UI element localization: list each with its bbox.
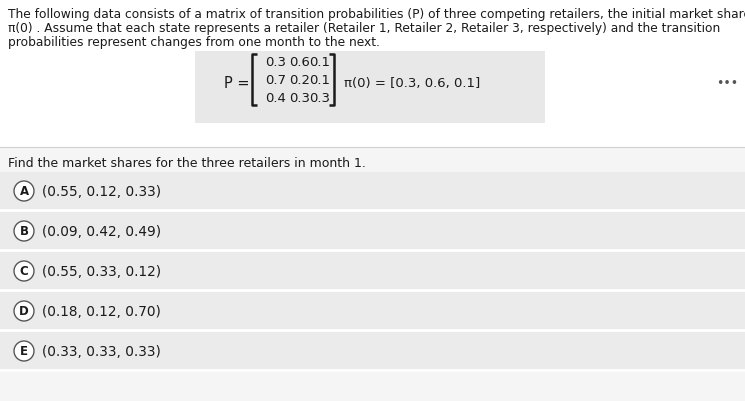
Text: π(0) . Assume that each state represents a retailer (Retailer 1, Retailer 2, Ret: π(0) . Assume that each state represents… bbox=[8, 22, 720, 35]
Text: Find the market shares for the three retailers in month 1.: Find the market shares for the three ret… bbox=[8, 157, 366, 170]
FancyBboxPatch shape bbox=[0, 0, 745, 148]
Text: 0.1: 0.1 bbox=[309, 73, 331, 86]
Text: B: B bbox=[19, 225, 28, 238]
FancyBboxPatch shape bbox=[0, 172, 745, 211]
Text: •••: ••• bbox=[716, 77, 738, 90]
Text: (0.55, 0.12, 0.33): (0.55, 0.12, 0.33) bbox=[42, 184, 161, 198]
Text: 0.6: 0.6 bbox=[290, 55, 311, 68]
Text: (0.33, 0.33, 0.33): (0.33, 0.33, 0.33) bbox=[42, 344, 161, 358]
Text: A: A bbox=[19, 185, 28, 198]
Text: E: E bbox=[20, 344, 28, 358]
Text: The following data consists of a matrix of transition probabilities (P) of three: The following data consists of a matrix … bbox=[8, 8, 745, 21]
FancyBboxPatch shape bbox=[0, 213, 745, 250]
Text: 0.1: 0.1 bbox=[309, 55, 331, 68]
Text: 0.3: 0.3 bbox=[265, 55, 287, 68]
Circle shape bbox=[14, 301, 34, 321]
Text: 0.3: 0.3 bbox=[309, 91, 331, 104]
Text: (0.55, 0.33, 0.12): (0.55, 0.33, 0.12) bbox=[42, 264, 161, 278]
Text: (0.18, 0.12, 0.70): (0.18, 0.12, 0.70) bbox=[42, 304, 161, 318]
Circle shape bbox=[14, 341, 34, 361]
Text: (0.09, 0.42, 0.49): (0.09, 0.42, 0.49) bbox=[42, 225, 161, 239]
FancyBboxPatch shape bbox=[0, 292, 745, 330]
Text: 0.2: 0.2 bbox=[290, 73, 311, 86]
Circle shape bbox=[14, 182, 34, 201]
Text: probabilities represent changes from one month to the next.: probabilities represent changes from one… bbox=[8, 36, 380, 49]
FancyBboxPatch shape bbox=[0, 332, 745, 370]
Text: D: D bbox=[19, 305, 29, 318]
Text: 0.4: 0.4 bbox=[265, 91, 286, 104]
FancyBboxPatch shape bbox=[0, 252, 745, 290]
Circle shape bbox=[14, 221, 34, 241]
Text: 0.3: 0.3 bbox=[290, 91, 311, 104]
Text: C: C bbox=[19, 265, 28, 278]
Text: π(0) = [0.3, 0.6, 0.1]: π(0) = [0.3, 0.6, 0.1] bbox=[344, 77, 481, 90]
Text: 0.7: 0.7 bbox=[265, 73, 287, 86]
Text: P =: P = bbox=[224, 76, 250, 91]
Circle shape bbox=[14, 261, 34, 281]
FancyBboxPatch shape bbox=[195, 52, 545, 124]
